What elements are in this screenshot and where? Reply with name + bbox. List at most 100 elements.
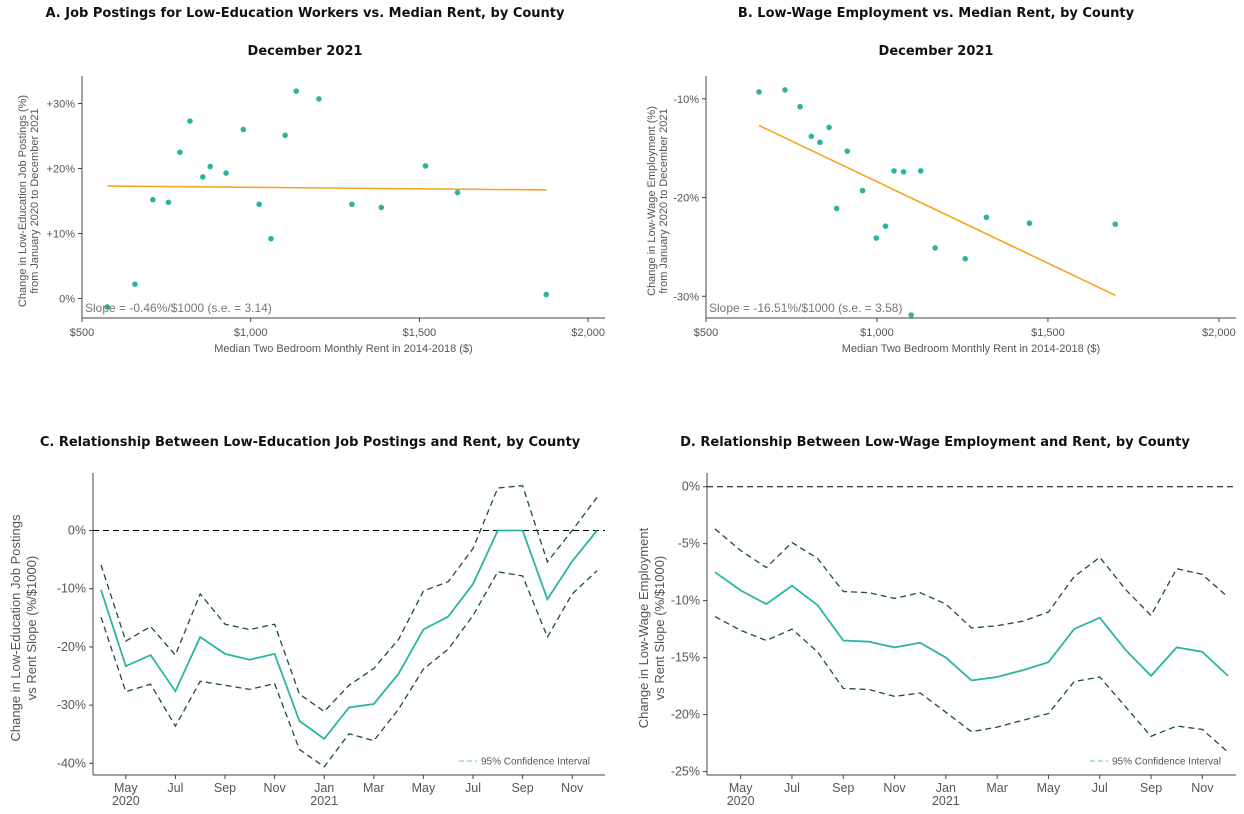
scatter-point — [962, 255, 968, 262]
slope-annotation: Slope = -16.51%/$1000 (s.e. = 3.58) — [709, 301, 902, 315]
x-tick-label: $2,000 — [1202, 327, 1236, 339]
y-axis-title: vs Rent Slope (%/$1000) — [24, 556, 39, 701]
scatter-point — [1112, 221, 1119, 228]
x-tick-label: $1,500 — [403, 327, 437, 339]
x-tick-label: May — [729, 781, 753, 795]
x-tick-label: $1,000 — [234, 327, 268, 339]
x-tick-label: Mar — [986, 781, 1008, 795]
x-tick-label: Sep — [832, 781, 854, 795]
x-tick-label: Nov — [263, 781, 286, 795]
scatter-point — [165, 199, 172, 206]
scatter-point — [282, 132, 288, 139]
x-tick-label: Jul — [784, 781, 800, 795]
legend: 95% Confidence Interval — [1090, 757, 1221, 768]
slope-annotation: Slope = -0.46%/$1000 (s.e. = 3.14) — [85, 301, 272, 315]
x-tick-label: Sep — [1140, 781, 1162, 795]
fit-line — [758, 124, 1116, 297]
scatter-point — [808, 133, 815, 140]
scatter-point — [223, 170, 229, 176]
ci-upper-line — [100, 485, 598, 713]
x-tick-year-label: 2020 — [112, 794, 140, 808]
x-tick-label: May — [412, 781, 436, 795]
x-tick-label: Jan — [314, 781, 334, 795]
scatter-point — [132, 281, 138, 288]
y-tick-label: 0% — [59, 294, 75, 306]
scatter-point — [882, 223, 889, 229]
y-tick-label: +10% — [47, 229, 76, 241]
x-tick-label: $500 — [70, 327, 94, 339]
x-tick-year-label: 2020 — [727, 794, 755, 808]
y-tick-label: 0% — [682, 480, 700, 494]
scatter-point — [908, 312, 914, 318]
panel-subtitle: December 2021 — [248, 44, 363, 59]
y-tick-label: +30% — [47, 99, 76, 111]
scatter-point — [543, 291, 550, 298]
scatter-point — [256, 201, 262, 208]
scatter-point — [873, 235, 880, 241]
x-tick-label: May — [1037, 781, 1061, 795]
scatter-point — [817, 139, 823, 146]
scatter-point — [932, 245, 938, 251]
scatter-point — [891, 168, 897, 174]
y-tick-label: -10% — [671, 594, 700, 608]
legend-label: 95% Confidence Interval — [1112, 757, 1221, 768]
x-tick-label: $2,000 — [571, 327, 605, 339]
y-tick-label: -10% — [673, 94, 699, 106]
scatter-point — [177, 149, 183, 156]
x-tick-label: Jan — [936, 781, 956, 795]
y-tick-label: +20% — [47, 164, 76, 176]
y-tick-label: 0% — [68, 523, 86, 537]
scatter-point — [900, 169, 907, 175]
scatter-point — [844, 148, 851, 154]
y-axis-title: Change in Low-Education Job Postings (%) — [17, 95, 29, 307]
ci-lower-line — [100, 570, 598, 768]
scatter-point — [917, 168, 924, 174]
panel-d: D. Relationship Between Low-Wage Employm… — [636, 435, 1236, 808]
y-tick-label: -40% — [57, 756, 86, 770]
x-tick-label: Nov — [883, 781, 906, 795]
panel-title: A. Job Postings for Low-Education Worker… — [46, 6, 566, 21]
panel-title: C. Relationship Between Low-Education Jo… — [40, 435, 581, 450]
scatter-point — [797, 103, 803, 110]
panel-title: D. Relationship Between Low-Wage Employm… — [680, 435, 1190, 450]
panel-subtitle: December 2021 — [879, 44, 994, 59]
y-axis-title: from January 2020 to December 2021 — [658, 108, 670, 293]
y-axis-title: Change in Low-Education Job Postings — [8, 514, 23, 741]
fit-line — [107, 185, 547, 191]
y-axis-title: vs Rent Slope (%/$1000) — [652, 556, 667, 701]
x-tick-label: Sep — [214, 781, 236, 795]
scatter-point — [422, 163, 429, 169]
ci-lower-line — [714, 616, 1229, 753]
scatter-point — [756, 89, 762, 95]
x-tick-label: Nov — [561, 781, 584, 795]
y-tick-label: -25% — [671, 765, 700, 779]
x-tick-label: $1,500 — [1031, 327, 1065, 339]
x-tick-label: Mar — [363, 781, 385, 795]
scatter-point — [454, 189, 461, 196]
scatter-point — [378, 204, 385, 211]
scatter-point — [187, 118, 193, 124]
x-axis-title: Median Two Bedroom Monthly Rent in 2014-… — [214, 343, 472, 355]
scatter-point — [316, 96, 322, 102]
x-tick-label: Jul — [465, 781, 481, 795]
scatter-point — [349, 201, 355, 208]
x-tick-label: $1,000 — [860, 327, 894, 339]
y-tick-label: -20% — [671, 708, 700, 722]
x-tick-label: Jul — [167, 781, 183, 795]
scatter-point — [104, 304, 111, 310]
panel-title: B. Low-Wage Employment vs. Median Rent, … — [738, 6, 1135, 21]
x-tick-year-label: 2021 — [932, 794, 960, 808]
legend-label: 95% Confidence Interval — [481, 757, 590, 768]
y-tick-label: -20% — [673, 193, 699, 205]
series-line — [714, 571, 1229, 682]
x-tick-label: Sep — [511, 781, 533, 795]
scatter-point — [150, 196, 156, 203]
scatter-point — [782, 87, 788, 93]
ci-upper-line — [714, 528, 1229, 629]
panel-c: C. Relationship Between Low-Education Jo… — [8, 435, 605, 808]
x-tick-label: Jul — [1092, 781, 1108, 795]
scatter-point — [983, 214, 990, 221]
scatter-point — [826, 124, 832, 131]
x-tick-label: $500 — [694, 327, 718, 339]
